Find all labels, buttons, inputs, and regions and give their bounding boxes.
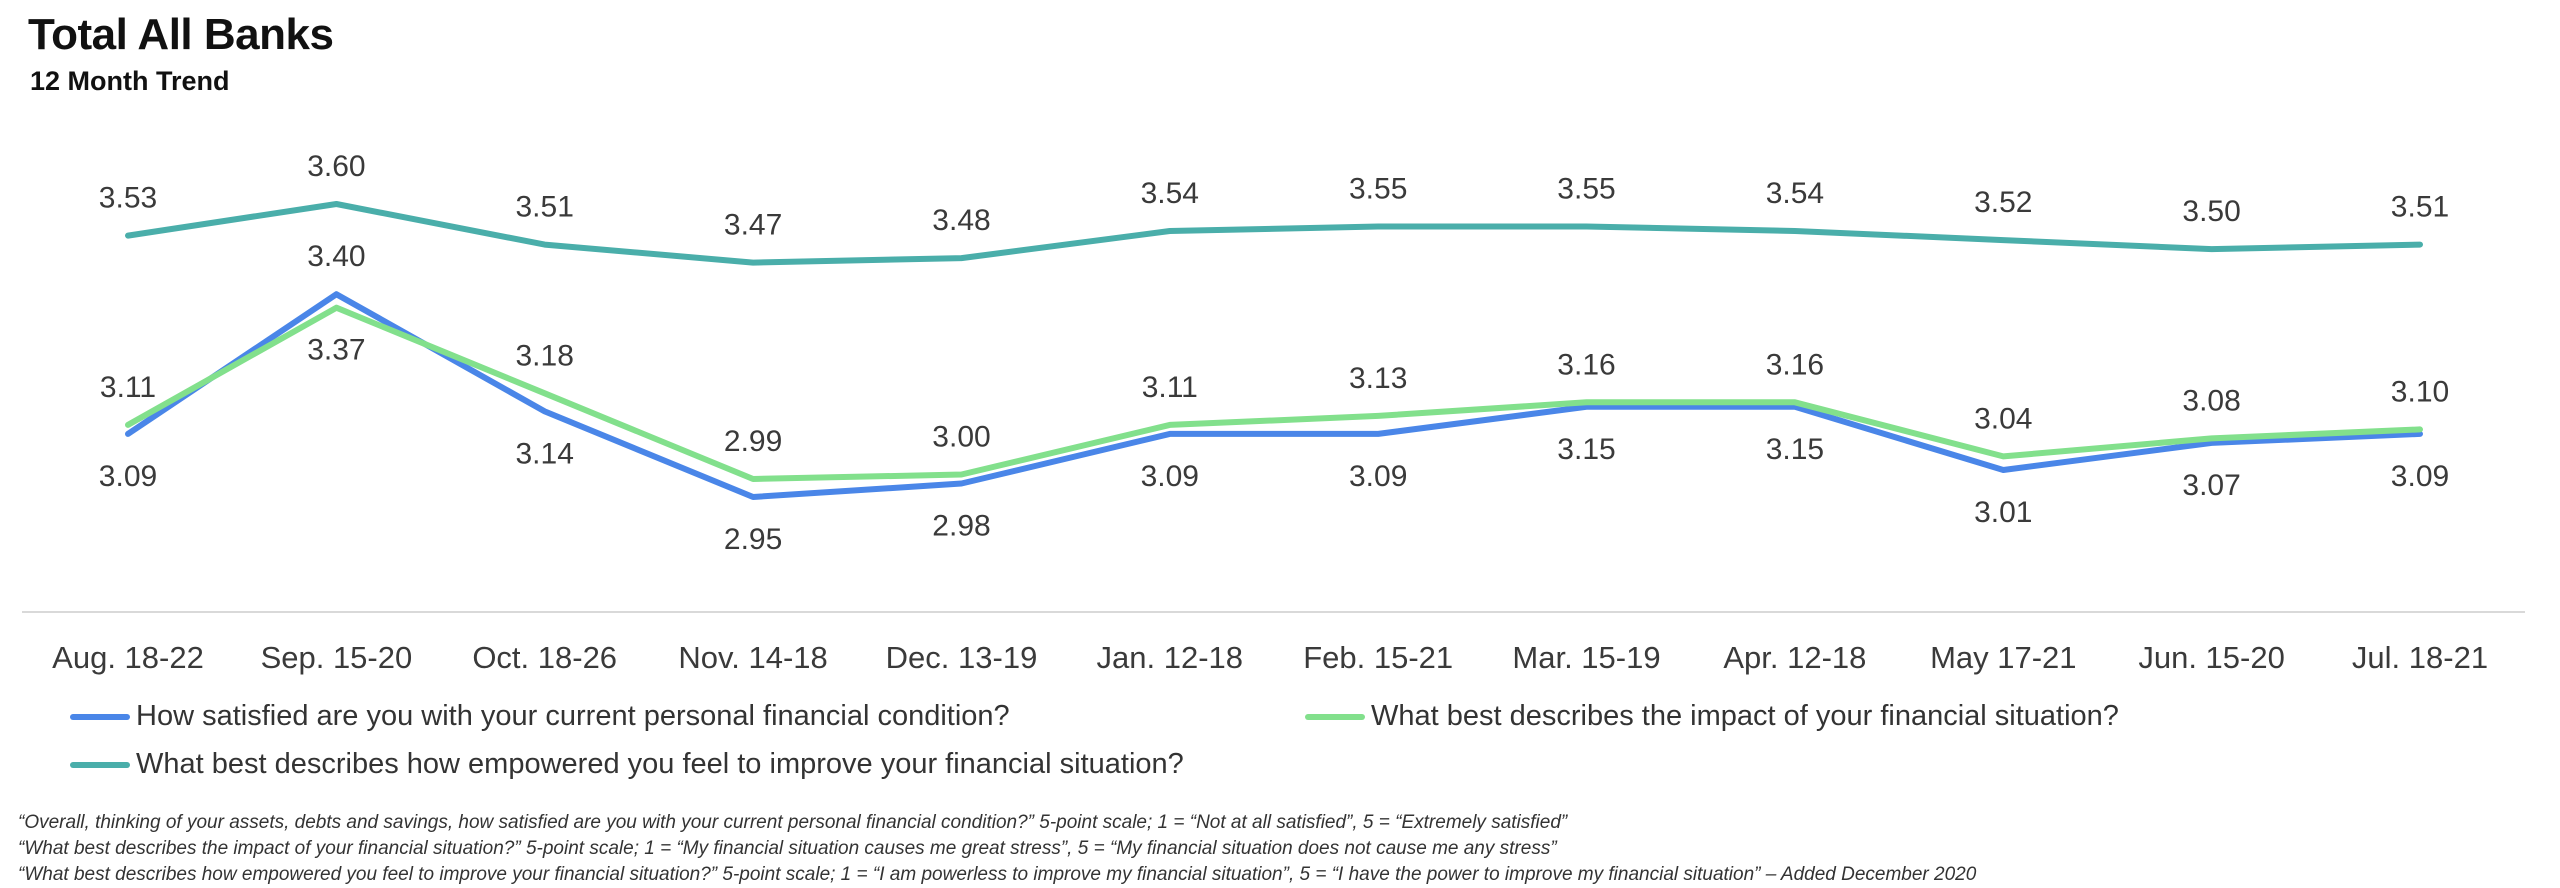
data-label-satisfied-6: 3.09: [1349, 460, 1407, 493]
series-line-impact: [125, 304, 2423, 482]
x-tick-label-9: May 17-21: [1930, 640, 2076, 675]
series-line-empowered: [125, 201, 2423, 266]
x-tick-label-11: Jul. 18-21: [2352, 640, 2488, 675]
data-label-satisfied-10: 3.07: [2182, 469, 2240, 502]
footnotes: “Overall, thinking of your assets, debts…: [18, 810, 1976, 888]
data-label-impact-11: 3.10: [2391, 375, 2449, 408]
legend-label-impact: What best describes the impact of your f…: [1371, 700, 2119, 732]
series-layer: [125, 201, 2423, 500]
data-label-empowered-9: 3.52: [1974, 186, 2032, 219]
legend-label-satisfied: How satisfied are you with your current …: [136, 700, 1010, 732]
footnote-empowered: “What best describes how empowered you f…: [18, 864, 1977, 885]
x-tick-label-7: Mar. 15-19: [1512, 640, 1660, 675]
x-tick-label-5: Jan. 12-18: [1097, 640, 1244, 675]
data-label-satisfied-0: 3.09: [99, 460, 157, 493]
data-label-impact-7: 3.16: [1557, 348, 1615, 381]
footnote-satisfied: “Overall, thinking of your assets, debts…: [18, 812, 1568, 833]
data-label-layer: 3.09 3.40 3.14 2.95 2.98 3.09 3.09 3.15 3.15 3.01…: [99, 150, 2449, 556]
legend-label-empowered: What best describes how empowered you fe…: [136, 748, 1184, 780]
data-label-impact-4: 3.00: [932, 421, 990, 454]
data-label-empowered-3: 3.47: [724, 209, 782, 242]
legend-swatch-satisfied: [70, 713, 130, 720]
data-label-impact-0: 3.11: [100, 371, 156, 404]
x-tick-label-8: Apr. 12-18: [1723, 640, 1866, 675]
data-label-empowered-4: 3.48: [932, 204, 990, 237]
line-chart: 3.09 3.40 3.14 2.95 2.98 3.09 3.09 3.15 3.15 3.01…: [22, 150, 2525, 675]
chart-subtitle: 12 Month Trend: [30, 66, 230, 96]
data-label-satisfied-5: 3.09: [1141, 460, 1199, 493]
legend-item-empowered: What best describes how empowered you fe…: [70, 748, 1184, 781]
data-label-satisfied-1: 3.40: [307, 240, 365, 273]
x-tick-label-1: Sep. 15-20: [261, 640, 413, 675]
data-label-impact-8: 3.16: [1766, 348, 1824, 381]
x-tick-label-10: Jun. 15-20: [2138, 640, 2285, 675]
data-label-empowered-5: 3.54: [1141, 177, 1199, 210]
x-tick-label-4: Dec. 13-19: [886, 640, 1038, 675]
data-label-empowered-2: 3.51: [516, 191, 574, 224]
data-label-empowered-1: 3.60: [307, 150, 365, 183]
data-label-satisfied-2: 3.14: [516, 437, 574, 470]
x-tick-layer: Aug. 18-22 Sep. 15-20 Oct. 18-26 Nov. 14-18…: [52, 640, 2488, 675]
legend-item-satisfied: How satisfied are you with your current …: [70, 700, 1010, 733]
x-tick-label-2: Oct. 18-26: [472, 640, 617, 675]
series-line-satisfied: [125, 291, 2423, 500]
data-label-empowered-7: 3.55: [1557, 173, 1615, 206]
data-label-satisfied-11: 3.09: [2391, 460, 2449, 493]
data-label-empowered-8: 3.54: [1766, 177, 1824, 210]
footnote-impact: “What best describes the impact of your …: [18, 838, 1557, 859]
data-label-satisfied-4: 2.98: [932, 510, 990, 543]
data-label-empowered-6: 3.55: [1349, 173, 1407, 206]
data-label-empowered-11: 3.51: [2391, 191, 2449, 224]
legend-swatch-impact: [1305, 713, 1365, 720]
data-label-satisfied-9: 3.01: [1974, 496, 2032, 529]
chart-title: Total All Banks: [28, 10, 334, 59]
data-label-impact-9: 3.04: [1974, 402, 2032, 435]
data-label-impact-3: 2.99: [724, 425, 782, 458]
x-tick-label-0: Aug. 18-22: [52, 640, 204, 675]
data-label-impact-10: 3.08: [2182, 384, 2240, 417]
data-label-empowered-0: 3.53: [99, 182, 157, 215]
x-tick-label-3: Nov. 14-18: [678, 640, 827, 675]
data-label-satisfied-3: 2.95: [724, 523, 782, 556]
data-label-impact-5: 3.11: [1142, 371, 1198, 404]
data-label-impact-2: 3.18: [516, 339, 574, 372]
data-label-impact-1: 3.37: [307, 334, 365, 367]
legend-item-impact: What best describes the impact of your f…: [1305, 700, 2119, 733]
data-label-impact-6: 3.13: [1349, 362, 1407, 395]
data-label-satisfied-8: 3.15: [1766, 433, 1824, 466]
data-label-satisfied-7: 3.15: [1557, 433, 1615, 466]
x-tick-label-6: Feb. 15-21: [1303, 640, 1453, 675]
data-label-empowered-10: 3.50: [2182, 195, 2240, 228]
legend-swatch-empowered: [70, 761, 130, 768]
